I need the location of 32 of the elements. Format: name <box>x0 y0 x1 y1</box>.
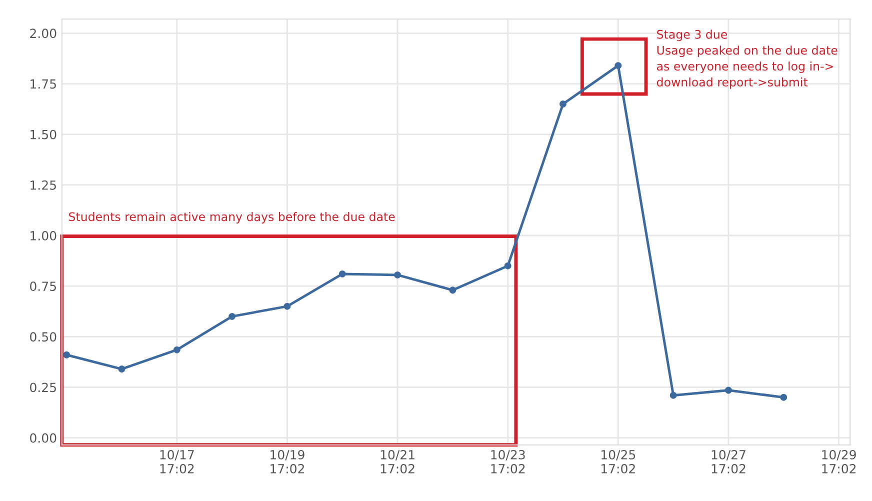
point <box>228 312 236 320</box>
point <box>338 270 346 278</box>
x-tick-label: 10/23 17:02 <box>491 450 525 474</box>
point <box>780 394 788 401</box>
point <box>118 366 126 372</box>
point <box>504 262 512 270</box>
x-tick-label: 10/25 17:02 <box>602 450 636 474</box>
annotation: Stage 3 due Usage peaked on the due date as everyone needs to log in-> download report->submit <box>656 30 838 89</box>
point <box>560 100 566 108</box>
point <box>725 386 732 394</box>
y-tick-label: 1.00 <box>30 230 56 240</box>
y-tick-label: 1.25 <box>30 180 56 190</box>
y-tick-label: 0.50 <box>30 332 56 342</box>
y-tick-label: 2.00 <box>30 28 56 38</box>
x-tick-label: 10/29 17:02 <box>822 450 856 474</box>
annotation: Students remain active many days before the due date <box>68 212 395 224</box>
x-tick-label: 10/27 17:02 <box>712 450 746 474</box>
point <box>284 302 291 310</box>
point <box>394 271 401 278</box>
x-tick-label: 10/17 17:02 <box>160 450 194 474</box>
y-tick-label: 0.00 <box>30 433 56 443</box>
y-tick-label: 0.25 <box>30 382 56 392</box>
point <box>449 286 456 294</box>
y-tick-label: 1.75 <box>30 79 56 89</box>
y-tick-label: 0.75 <box>30 282 56 292</box>
point <box>614 62 622 70</box>
point <box>173 346 180 354</box>
x-tick-label: 10/19 17:02 <box>270 450 304 474</box>
point <box>670 392 677 399</box>
point <box>63 351 70 358</box>
y-tick-label: 1.50 <box>30 130 56 140</box>
x-tick-label: 10/21 17:02 <box>380 450 414 474</box>
